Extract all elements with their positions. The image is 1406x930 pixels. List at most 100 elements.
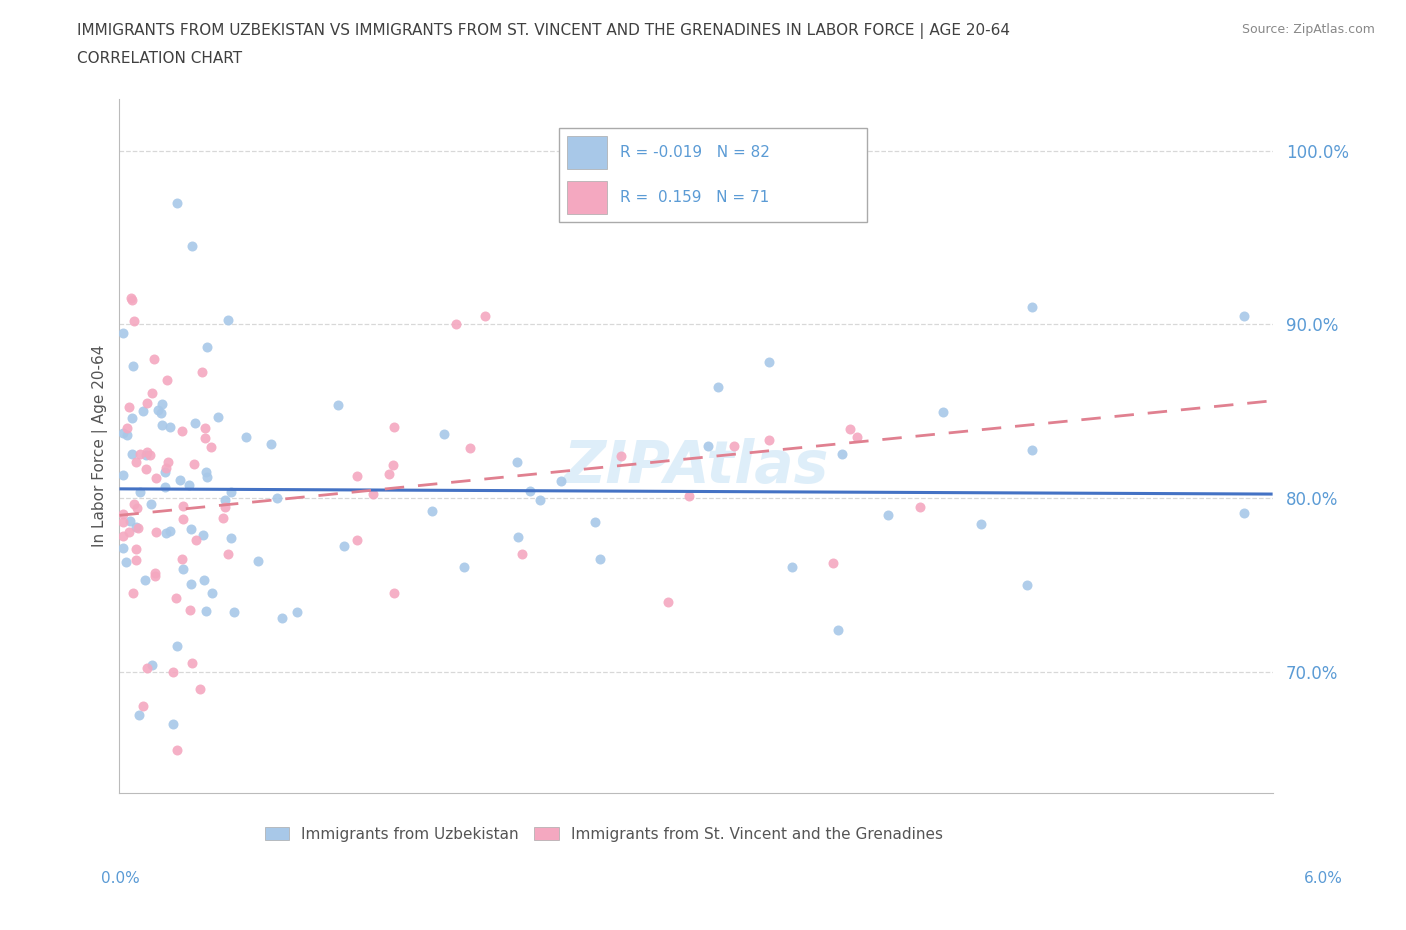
- Point: [127, 521, 149, 536]
- Point: [706, 379, 728, 394]
- Text: CORRELATION CHART: CORRELATION CHART: [77, 51, 242, 66]
- Point: [141, 658, 163, 672]
- Point: [510, 547, 533, 562]
- Text: IMMIGRANTS FROM UZBEKISTAN VS IMMIGRANTS FROM ST. VINCENT AND THE GRENADINES IN : IMMIGRANTS FROM UZBEKISTAN VS IMMIGRANTS…: [77, 23, 1011, 39]
- Point: [121, 410, 143, 425]
- Point: [529, 493, 551, 508]
- Point: [214, 500, 236, 515]
- Point: [382, 586, 405, 601]
- Point: [831, 446, 853, 461]
- Point: [156, 373, 179, 388]
- Text: 6.0%: 6.0%: [1303, 871, 1343, 886]
- Point: [141, 386, 163, 401]
- Point: [112, 528, 135, 543]
- Point: [153, 465, 176, 480]
- Point: [135, 445, 157, 459]
- Point: [136, 661, 159, 676]
- Point: [122, 586, 145, 601]
- Point: [214, 492, 236, 507]
- Point: [112, 425, 135, 440]
- Point: [1233, 308, 1256, 323]
- Point: [506, 529, 529, 544]
- Point: [135, 395, 157, 410]
- Point: [217, 312, 239, 327]
- Point: [115, 428, 138, 443]
- Point: [453, 560, 475, 575]
- Point: [128, 485, 150, 499]
- Point: [184, 416, 207, 431]
- Point: [170, 423, 193, 438]
- Point: [120, 291, 142, 306]
- Point: [1233, 505, 1256, 520]
- Point: [657, 594, 679, 609]
- Point: [194, 604, 217, 618]
- Point: [758, 432, 780, 447]
- Point: [125, 553, 148, 568]
- Point: [118, 400, 141, 415]
- Point: [433, 427, 456, 442]
- Point: [217, 547, 239, 562]
- Point: [170, 551, 193, 566]
- Point: [194, 431, 217, 445]
- Point: [420, 503, 443, 518]
- Point: [112, 507, 135, 522]
- Point: [181, 239, 204, 254]
- Point: [112, 467, 135, 482]
- Point: [723, 438, 745, 453]
- Point: [1021, 443, 1043, 458]
- Point: [150, 418, 173, 433]
- Point: [155, 460, 177, 475]
- Point: [141, 497, 163, 512]
- Y-axis label: In Labor Force | Age 20-64: In Labor Force | Age 20-64: [93, 345, 108, 547]
- Point: [361, 486, 384, 501]
- Point: [172, 562, 194, 577]
- Point: [758, 354, 780, 369]
- Point: [134, 573, 156, 588]
- Point: [550, 473, 572, 488]
- Point: [165, 591, 187, 605]
- Point: [908, 499, 931, 514]
- Point: [224, 604, 246, 619]
- Point: [328, 398, 350, 413]
- Point: [150, 396, 173, 411]
- Point: [172, 498, 194, 513]
- Point: [172, 512, 194, 526]
- Point: [139, 447, 162, 462]
- Point: [200, 439, 222, 454]
- Point: [115, 554, 138, 569]
- Point: [346, 533, 368, 548]
- Point: [201, 586, 224, 601]
- Point: [583, 514, 606, 529]
- Point: [112, 514, 135, 529]
- Point: [177, 478, 200, 493]
- Point: [235, 430, 257, 445]
- Point: [162, 716, 184, 731]
- Point: [180, 521, 202, 536]
- Point: [121, 446, 143, 461]
- Point: [193, 572, 215, 587]
- Point: [188, 682, 211, 697]
- Point: [195, 470, 218, 485]
- Point: [970, 516, 993, 531]
- Point: [122, 497, 145, 512]
- Point: [246, 553, 269, 568]
- Point: [121, 293, 143, 308]
- Point: [179, 603, 201, 618]
- Point: [193, 420, 215, 435]
- Point: [474, 308, 496, 323]
- Point: [458, 440, 481, 455]
- Point: [506, 454, 529, 469]
- Point: [135, 448, 157, 463]
- Point: [149, 405, 172, 420]
- Point: [519, 484, 541, 498]
- Point: [184, 533, 207, 548]
- Point: [219, 530, 242, 545]
- Point: [155, 525, 177, 540]
- Point: [143, 566, 166, 581]
- Point: [143, 352, 166, 366]
- Point: [610, 448, 633, 463]
- Point: [1021, 299, 1043, 314]
- Point: [191, 365, 214, 379]
- Point: [132, 404, 155, 418]
- Point: [285, 604, 308, 619]
